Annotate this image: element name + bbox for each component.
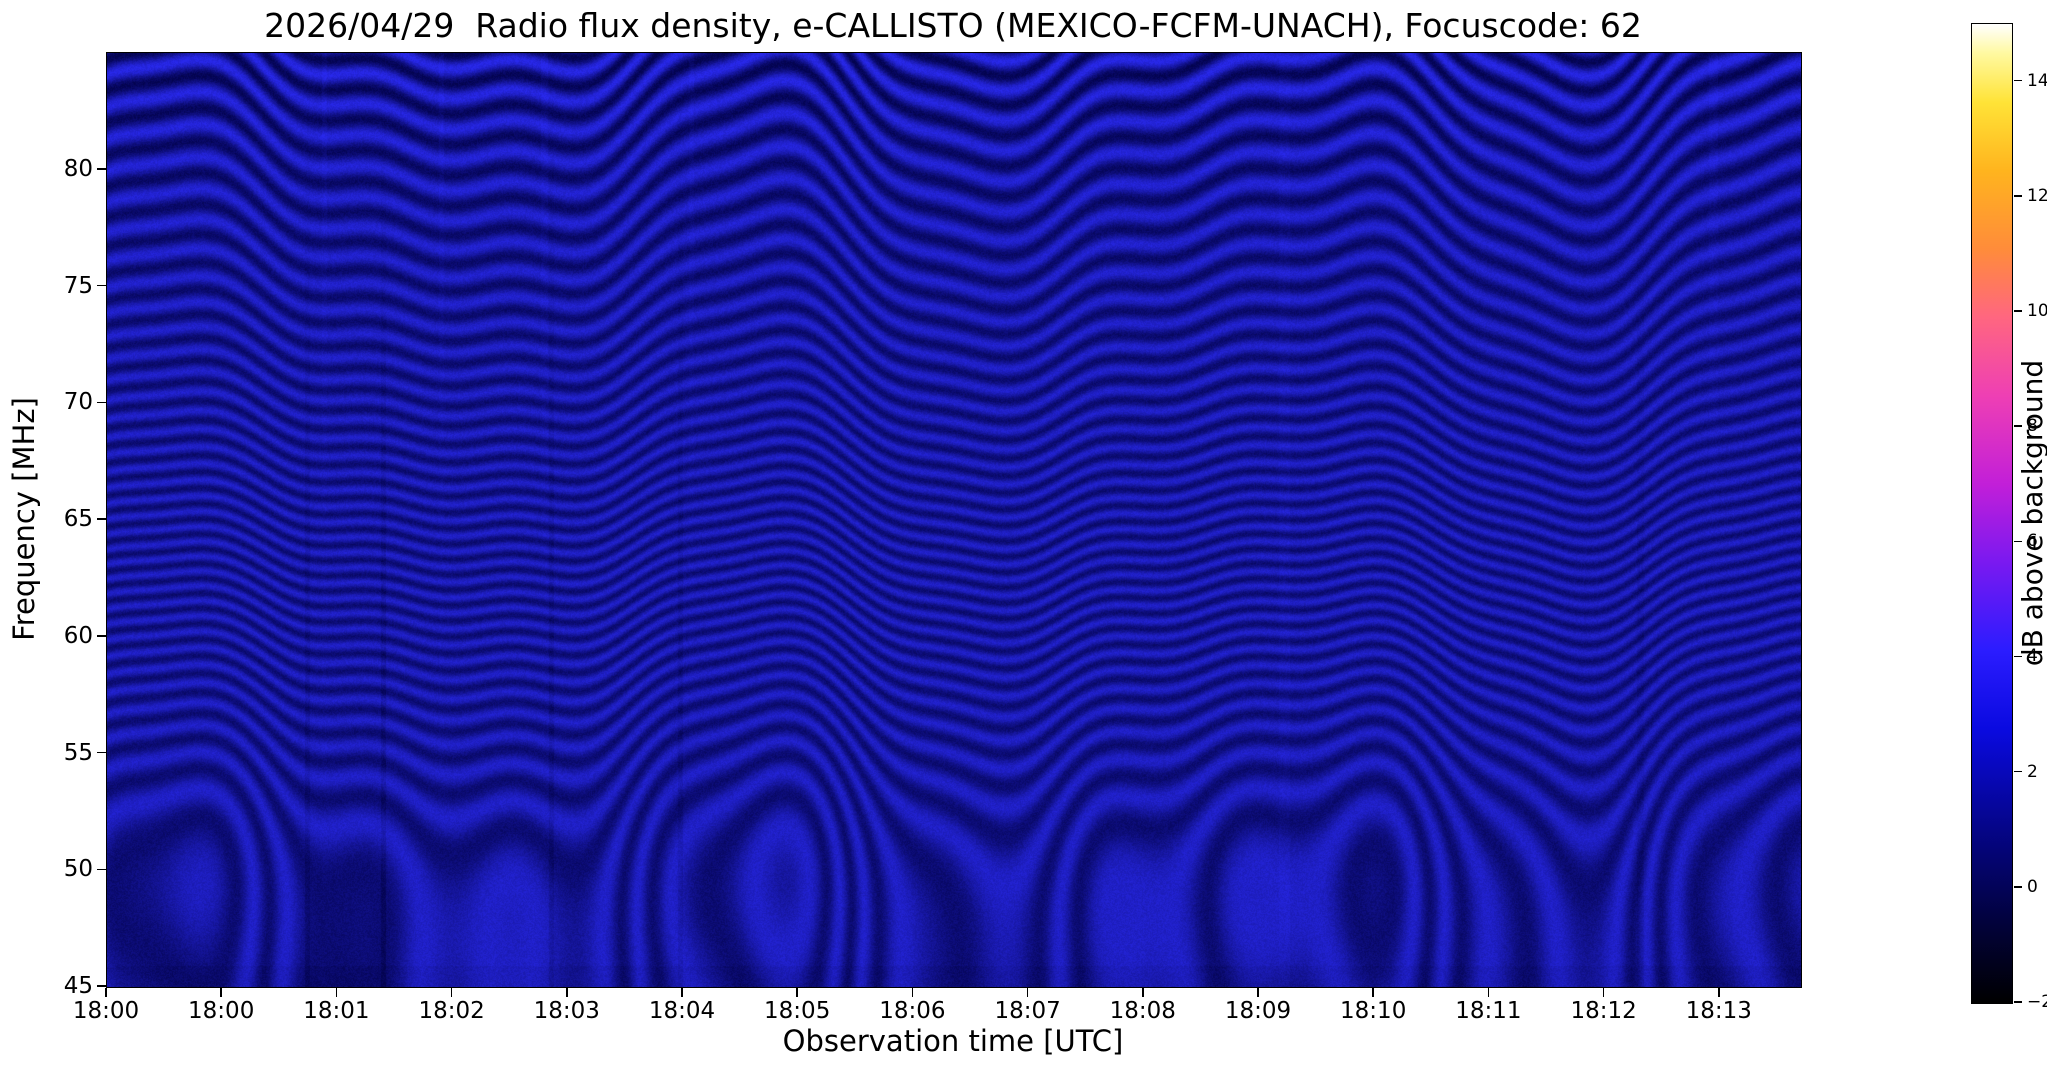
x-tick-label: 18:10 — [1340, 998, 1407, 1024]
y-tick-mark — [97, 868, 106, 870]
x-tick-label: 18:13 — [1685, 998, 1752, 1024]
colorbar-tick-label: 14 — [2027, 70, 2047, 91]
x-tick-mark — [1372, 988, 1374, 997]
colorbar-tick-mark — [2014, 310, 2022, 312]
y-tick-label: 70 — [63, 389, 93, 416]
x-tick-label: 18:00 — [72, 998, 140, 1024]
x-tick-mark — [1602, 988, 1605, 997]
y-tick-mark — [97, 985, 106, 987]
x-tick-mark — [796, 988, 798, 997]
x-tick-label: 18:12 — [1570, 998, 1637, 1024]
spectrogram-canvas — [107, 53, 1801, 987]
y-tick-mark — [97, 518, 106, 520]
x-tick-mark — [1718, 988, 1720, 997]
x-tick-mark — [450, 988, 453, 997]
x-tick-mark — [220, 988, 222, 997]
y-tick-mark — [97, 401, 106, 403]
x-tick-mark — [105, 988, 107, 997]
x-tick-mark — [911, 988, 914, 997]
y-tick-label: 65 — [63, 506, 93, 532]
colorbar — [1971, 23, 2013, 1004]
x-tick-label: 18:04 — [648, 998, 716, 1024]
x-tick-label: 18:08 — [1109, 998, 1176, 1024]
x-axis-label: Observation time [UTC] — [782, 1024, 1124, 1058]
x-tick-label: 18:01 — [303, 998, 370, 1024]
x-tick-mark — [681, 988, 683, 997]
colorbar-tick-mark — [2014, 655, 2022, 658]
x-tick-mark — [335, 988, 338, 997]
colorbar-tick-label: 8 — [2027, 416, 2038, 437]
x-tick-mark — [566, 988, 568, 997]
y-tick-label: 45 — [63, 973, 93, 999]
x-tick-mark — [1487, 988, 1490, 997]
y-tick-mark — [97, 751, 106, 754]
colorbar-tick-mark — [2014, 540, 2022, 543]
plot-area — [106, 52, 1802, 988]
y-tick-mark — [97, 168, 106, 170]
colorbar-tick-label: 6 — [2027, 531, 2038, 552]
colorbar-tick-label: 4 — [2027, 646, 2038, 667]
y-tick-label: 55 — [63, 739, 93, 766]
x-tick-label: 18:11 — [1455, 998, 1522, 1024]
colorbar-tick-mark — [2014, 425, 2022, 427]
x-tick-label: 18:02 — [418, 998, 485, 1024]
colorbar-tick-mark — [2014, 195, 2022, 197]
x-tick-label: 18:05 — [764, 998, 831, 1024]
x-tick-label: 18:09 — [1224, 998, 1292, 1024]
x-tick-mark — [1142, 988, 1144, 997]
y-axis-label: Frequency [MHz] — [7, 397, 41, 641]
y-tick-label: 60 — [63, 622, 93, 649]
x-tick-label: 18:00 — [188, 998, 255, 1024]
x-tick-mark — [1026, 988, 1029, 997]
y-tick-label: 80 — [63, 155, 93, 182]
y-tick-mark — [97, 284, 106, 287]
chart-title: 2026/04/29 Radio flux density, e-CALLIST… — [264, 6, 1642, 45]
colorbar-tick-mark — [2014, 886, 2022, 888]
colorbar-label: dB above background — [2016, 359, 2047, 667]
y-tick-label: 50 — [63, 856, 93, 883]
x-tick-label: 18:03 — [533, 998, 600, 1024]
colorbar-tick-mark — [2014, 79, 2022, 82]
colorbar-tick-label: 0 — [2027, 876, 2038, 897]
colorbar-tick-label: 2 — [2027, 761, 2038, 782]
y-tick-label: 75 — [63, 272, 93, 299]
x-tick-label: 18:06 — [879, 998, 946, 1024]
y-tick-mark — [97, 635, 106, 637]
colorbar-tick-label: −2 — [2027, 992, 2047, 1012]
colorbar-tick-mark — [2014, 1001, 2022, 1003]
x-tick-mark — [1257, 988, 1259, 997]
colorbar-tick-mark — [2014, 770, 2022, 773]
colorbar-tick-label: 10 — [2027, 300, 2047, 321]
colorbar-tick-label: 12 — [2027, 185, 2047, 206]
x-tick-label: 18:07 — [994, 998, 1061, 1024]
